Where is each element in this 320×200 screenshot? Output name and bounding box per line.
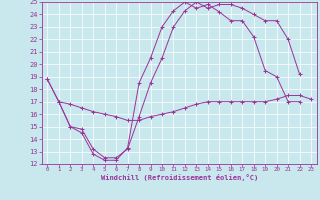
X-axis label: Windchill (Refroidissement éolien,°C): Windchill (Refroidissement éolien,°C)	[100, 174, 258, 181]
